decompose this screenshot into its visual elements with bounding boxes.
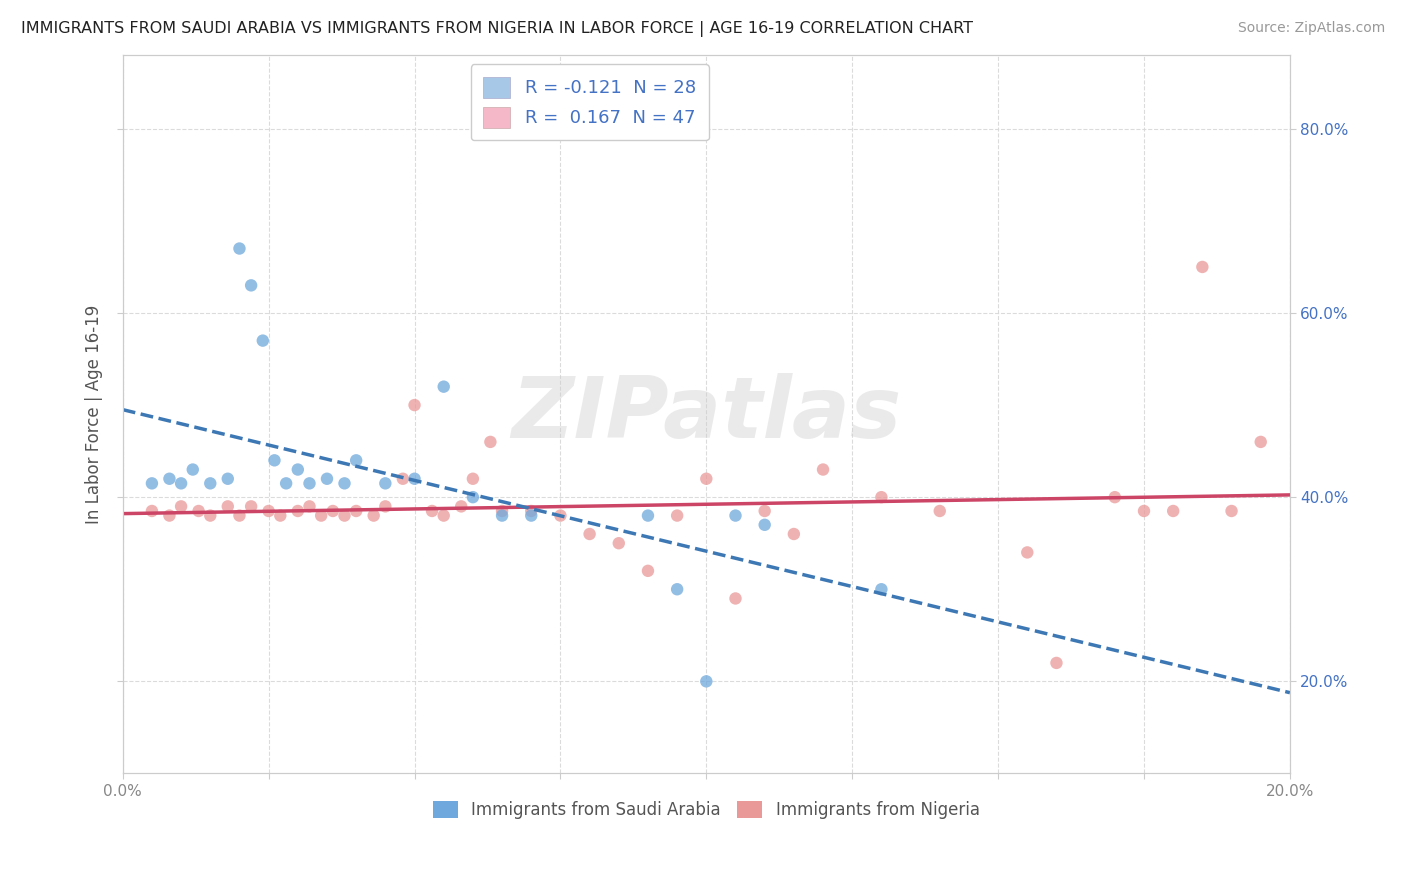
Point (520, 508, 543, 523)
Point (309, 508, 332, 523)
Point (870, 490, 893, 504)
Point (754, 504, 776, 518)
Point (170, 476, 193, 491)
Point (461, 490, 484, 504)
Point (811, 462, 834, 476)
Point (1045, 656, 1067, 670)
Point (240, 278, 263, 293)
Point (637, 564, 659, 578)
Point (333, 508, 356, 523)
Point (695, 472, 717, 486)
Point (1104, 490, 1126, 504)
Point (287, 462, 309, 476)
Point (724, 591, 747, 606)
Point (1133, 504, 1156, 518)
Point (578, 527, 600, 541)
Point (550, 508, 572, 523)
Point (263, 453, 285, 467)
Point (217, 500, 239, 514)
Point (228, 242, 250, 256)
Point (240, 500, 263, 514)
Point (141, 476, 163, 491)
Point (754, 517, 776, 532)
Point (1250, 434, 1272, 449)
Point (170, 500, 193, 514)
Point (316, 472, 339, 486)
Point (1220, 504, 1243, 518)
Point (1017, 545, 1039, 559)
Point (344, 453, 367, 467)
Point (322, 504, 344, 518)
Point (333, 476, 356, 491)
Point (870, 582, 893, 597)
Point (420, 504, 443, 518)
Point (374, 500, 396, 514)
Point (374, 476, 396, 491)
Point (287, 504, 309, 518)
Point (433, 379, 456, 393)
Text: IMMIGRANTS FROM SAUDI ARABIA VS IMMIGRANTS FROM NIGERIA IN LABOR FORCE | AGE 16-: IMMIGRANTS FROM SAUDI ARABIA VS IMMIGRAN… (21, 21, 973, 37)
Point (928, 504, 950, 518)
Point (724, 508, 747, 523)
Point (200, 508, 222, 523)
Point (257, 504, 280, 518)
Point (491, 504, 513, 518)
Point (141, 504, 163, 518)
Point (228, 508, 250, 523)
Point (181, 462, 204, 476)
Point (783, 527, 806, 541)
Point (159, 508, 181, 523)
Point (607, 536, 630, 550)
Point (298, 500, 321, 514)
Point (1191, 260, 1213, 274)
Point (363, 508, 385, 523)
Point (298, 476, 321, 491)
Legend: Immigrants from Saudi Arabia, Immigrants from Nigeria: Immigrants from Saudi Arabia, Immigrants… (426, 795, 987, 826)
Point (269, 508, 291, 523)
Point (404, 472, 426, 486)
Point (520, 504, 543, 518)
Point (461, 472, 484, 486)
Point (1161, 504, 1184, 518)
Point (450, 500, 472, 514)
Text: Source: ZipAtlas.com: Source: ZipAtlas.com (1237, 21, 1385, 35)
Point (187, 504, 209, 518)
Point (392, 472, 415, 486)
Point (200, 476, 222, 491)
Point (695, 674, 717, 689)
Point (637, 508, 659, 523)
Point (217, 472, 239, 486)
Point (159, 472, 181, 486)
Point (433, 508, 456, 523)
Point (252, 334, 274, 348)
Point (276, 476, 298, 491)
Point (491, 508, 513, 523)
Point (404, 398, 426, 412)
Point (479, 434, 502, 449)
Y-axis label: In Labor Force | Age 16-19: In Labor Force | Age 16-19 (86, 305, 103, 524)
Point (344, 504, 367, 518)
Point (666, 582, 689, 597)
Text: ZIPatlas: ZIPatlas (512, 373, 901, 456)
Point (666, 508, 689, 523)
